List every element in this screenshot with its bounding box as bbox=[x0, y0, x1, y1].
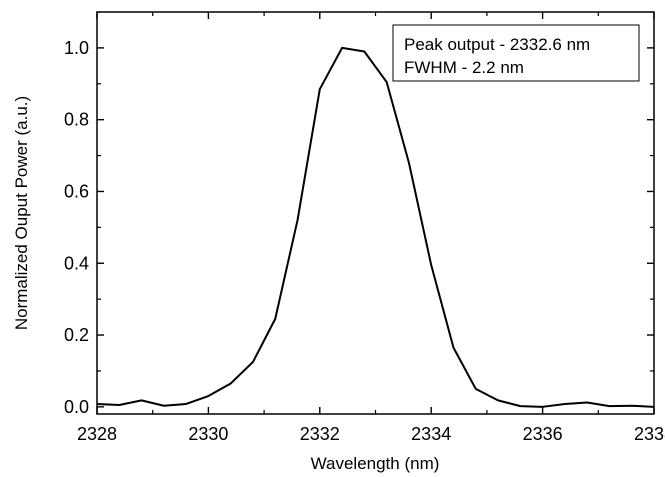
x-tick-label: 2338 bbox=[634, 424, 665, 444]
y-tick-label: 0.0 bbox=[64, 397, 89, 417]
series-layer bbox=[96, 46, 655, 408]
series-line-0 bbox=[96, 46, 655, 408]
y-tick-label: 0.6 bbox=[64, 181, 89, 201]
y-tick-label: 0.2 bbox=[64, 325, 89, 345]
annotation-fwhm: FWHM - 2.2 nm bbox=[404, 58, 524, 77]
annotation-peak-output: Peak output - 2332.6 nm bbox=[404, 35, 590, 54]
x-tick-label: 2336 bbox=[523, 424, 563, 444]
x-tick-label: 2330 bbox=[188, 424, 228, 444]
x-tick-label: 2328 bbox=[77, 424, 117, 444]
y-tick-label: 1.0 bbox=[64, 38, 89, 58]
x-tick-label: 2334 bbox=[411, 424, 451, 444]
y-tick-label: 0.8 bbox=[64, 110, 89, 130]
y-axis-ticks: 0.0 0.2 0.4 0.6 0.8 1.0 bbox=[64, 11, 654, 417]
y-tick-label: 0.4 bbox=[64, 253, 89, 273]
x-tick-label: 2332 bbox=[300, 424, 340, 444]
annotation-box-frame bbox=[392, 24, 640, 82]
annotation-box: Peak output - 2332.6 nm FWHM - 2.2 nm bbox=[392, 24, 640, 82]
x-axis-title: Wavelength (nm) bbox=[311, 454, 440, 473]
x-axis-ticks: 2328 2330 2332 2334 2336 2338 bbox=[77, 12, 665, 444]
y-axis-title: Normalized Ouput Power (a.u.) bbox=[12, 96, 31, 330]
